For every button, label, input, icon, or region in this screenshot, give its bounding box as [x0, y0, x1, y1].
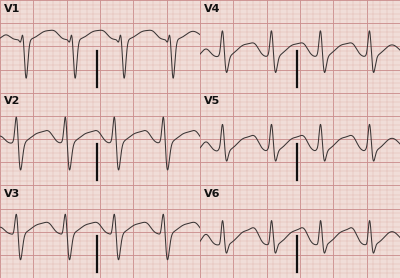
Text: V4: V4	[204, 4, 221, 14]
Text: V5: V5	[204, 96, 221, 106]
Text: V2: V2	[4, 96, 21, 106]
Text: V3: V3	[4, 189, 21, 199]
Text: V6: V6	[204, 189, 221, 199]
Text: V1: V1	[4, 4, 21, 14]
